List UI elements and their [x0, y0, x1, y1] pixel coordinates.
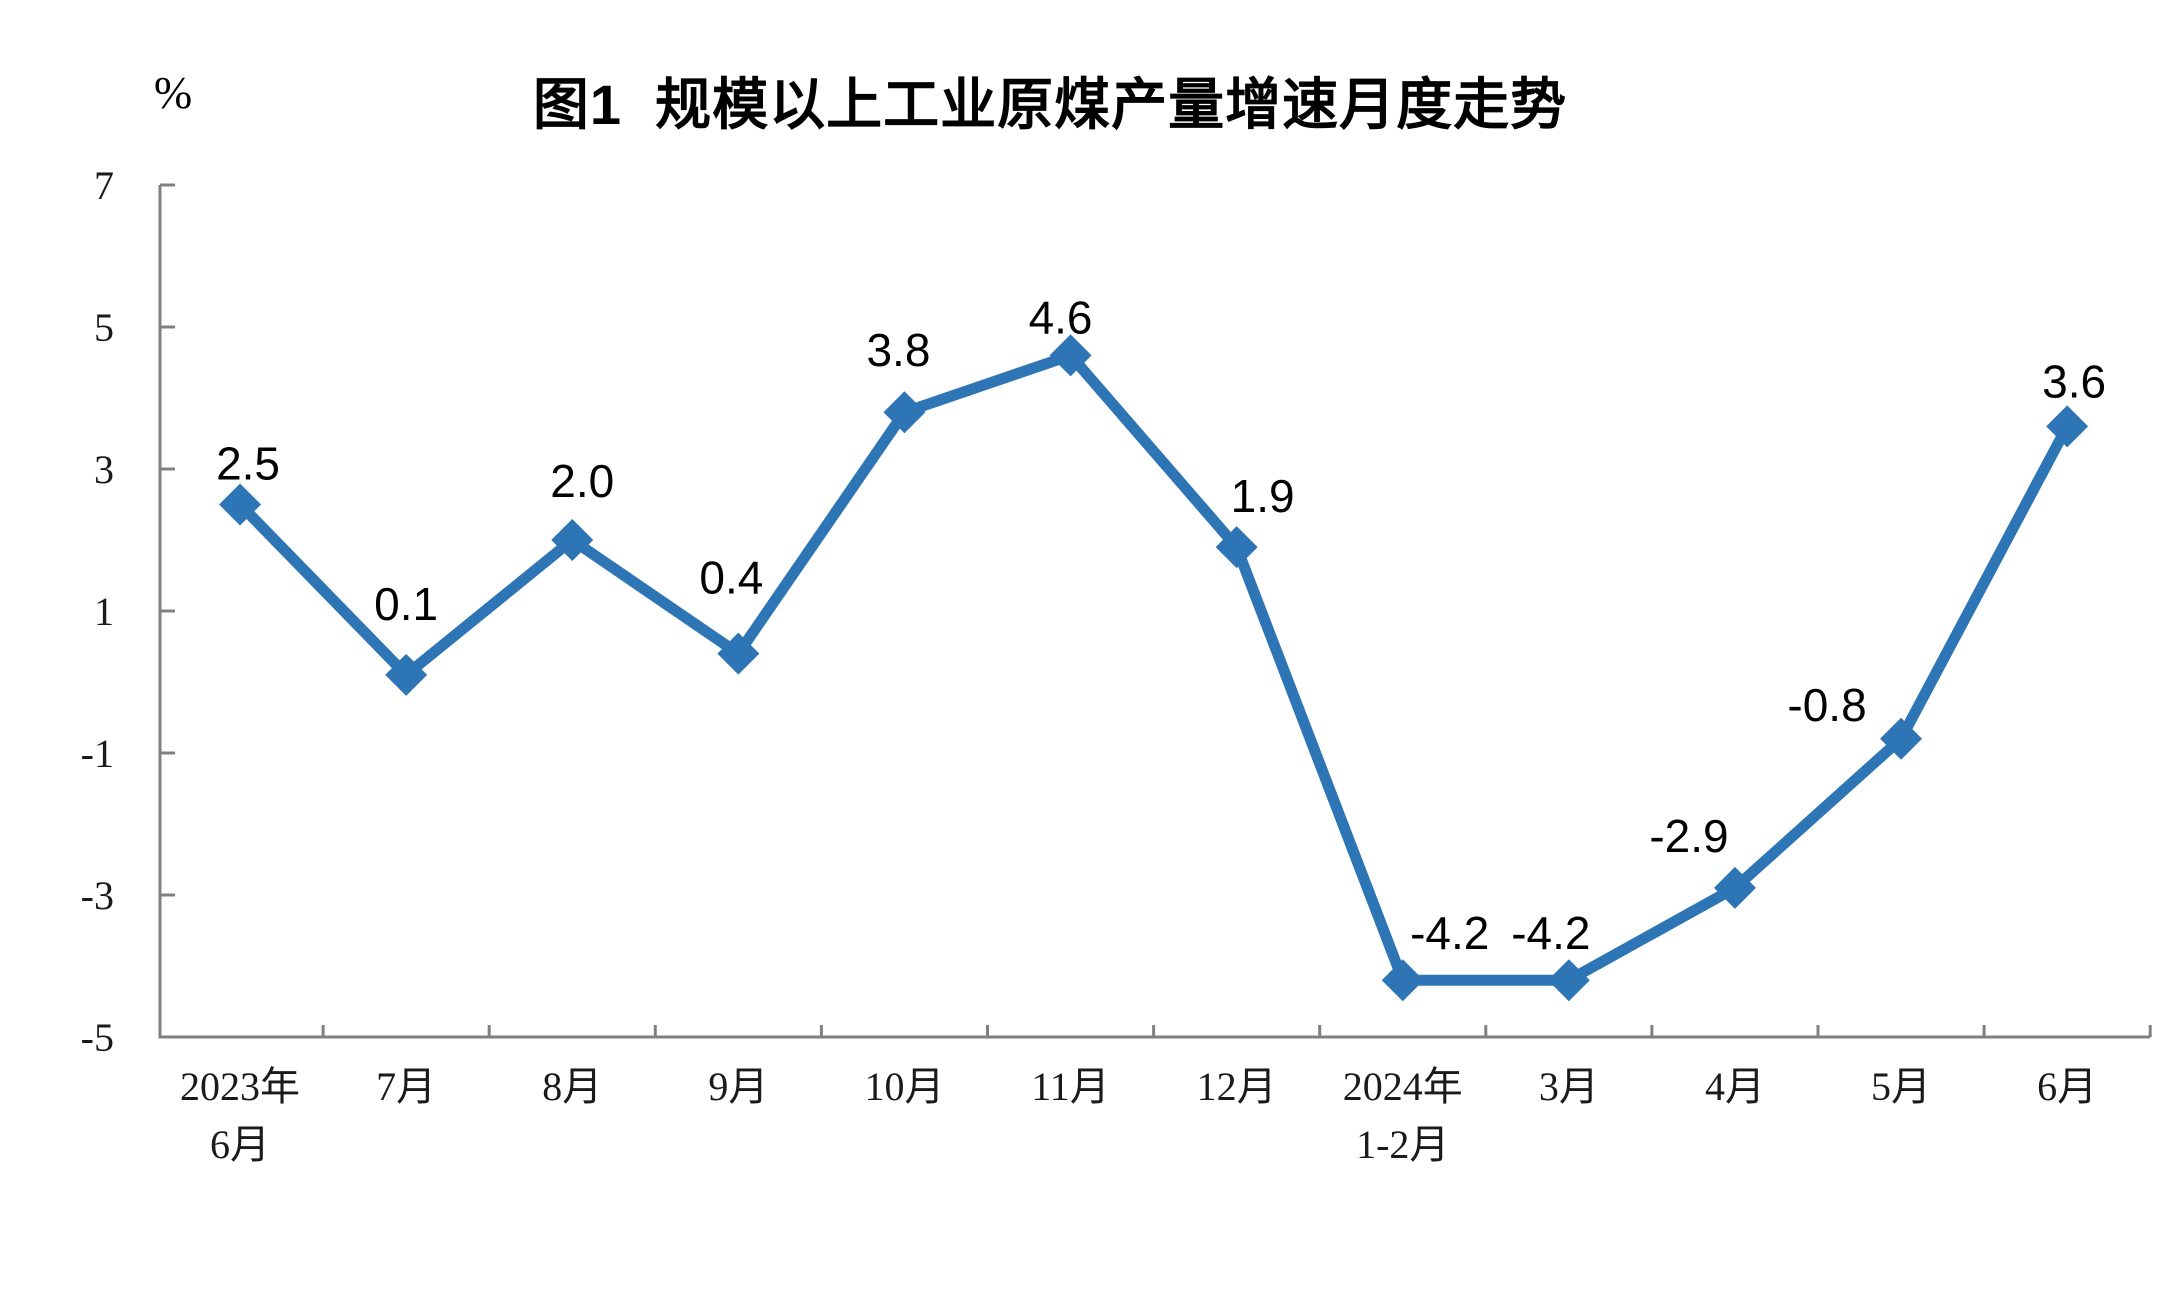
data-point-marker — [883, 391, 926, 434]
data-point-label: -2.9 — [1649, 810, 1728, 862]
x-axis-tick-label: 10月 — [864, 1064, 944, 1109]
data-point-marker — [385, 653, 428, 696]
x-axis-tick-label: 6月 — [2037, 1064, 2097, 1109]
data-point-label: 1.9 — [1231, 470, 1295, 522]
x-axis-tick-label: 5月 — [1871, 1064, 1931, 1109]
x-axis-tick-label: 7月 — [376, 1064, 436, 1109]
data-point-marker — [1880, 717, 1923, 760]
chart-title: 图1 规模以上工业原煤产量增速月度走势 — [532, 73, 1568, 136]
x-axis-tick-label: 12月 — [1197, 1064, 1277, 1109]
x-axis-tick-label: 11月 — [1031, 1064, 1110, 1109]
data-point-label: -0.8 — [1787, 679, 1866, 731]
data-point-marker — [1381, 959, 1424, 1002]
y-axis-tick-label: 7 — [94, 163, 114, 208]
y-axis-tick-label: -3 — [81, 873, 114, 918]
y-axis-tick-label: -1 — [81, 731, 114, 776]
data-point-marker — [1713, 866, 1756, 909]
y-axis-unit-label: % — [153, 67, 193, 118]
data-point-marker — [2046, 405, 2089, 448]
data-point-marker — [551, 519, 594, 561]
x-axis-tick-label: 4月 — [1705, 1064, 1765, 1109]
data-point-label: -4.2 — [1511, 907, 1590, 959]
data-point-marker — [1547, 959, 1590, 1002]
x-axis-tick-label: 2023年 6月 — [180, 1064, 300, 1167]
y-axis-tick-label: -5 — [81, 1015, 114, 1060]
data-point-marker — [717, 632, 760, 675]
data-point-marker — [219, 483, 262, 526]
y-axis-tick-label: 3 — [94, 447, 114, 492]
data-point-marker — [1049, 334, 1092, 377]
data-point-label: 0.1 — [374, 578, 438, 630]
x-axis-tick-label: 3月 — [1539, 1064, 1599, 1109]
data-point-label: -4.2 — [1410, 907, 1489, 959]
y-axis-tick-label: 5 — [94, 305, 114, 350]
data-point-label: 4.6 — [1029, 291, 1093, 343]
data-point-label: 2.5 — [216, 438, 280, 490]
data-point-label: 2.0 — [550, 455, 614, 507]
data-point-label: 0.4 — [699, 552, 763, 604]
x-axis-tick-label: 8月 — [542, 1064, 602, 1109]
data-point-label: 3.6 — [2042, 355, 2106, 407]
x-axis-tick-label: 9月 — [708, 1064, 768, 1109]
data-point-label: 3.8 — [866, 324, 930, 376]
axis-lines — [158, 185, 2151, 1039]
x-axis-tick-label: 2024年 1-2月 — [1343, 1064, 1463, 1167]
data-point-marker — [1215, 526, 1258, 569]
y-axis-tick-label: 1 — [94, 589, 114, 634]
data-line — [234, 349, 2073, 986]
